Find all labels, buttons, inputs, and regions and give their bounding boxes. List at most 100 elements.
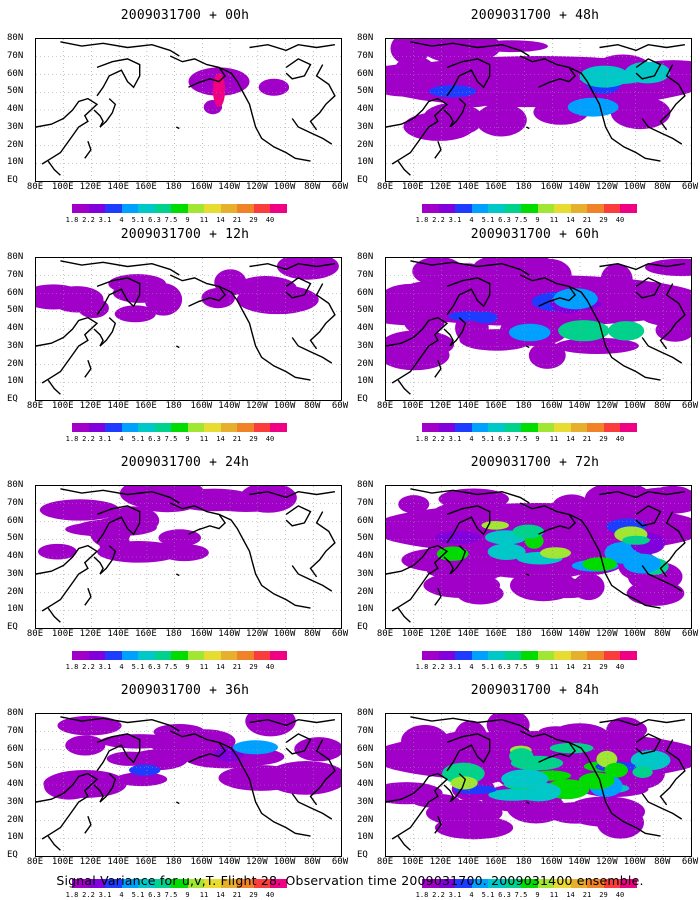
lat-label: EQ	[357, 175, 368, 185]
lat-label: 50N	[357, 305, 374, 316]
coastline	[175, 801, 180, 805]
signal-variance-contour	[37, 543, 77, 560]
lon-label: 80E	[376, 401, 394, 411]
colorbar-swatch	[171, 204, 188, 213]
lat-label: 60N	[357, 68, 374, 79]
colorbar-label: 11	[199, 891, 209, 899]
coastline	[84, 140, 92, 159]
lat-label: 10N	[357, 832, 374, 843]
signal-variance-contour	[623, 553, 661, 574]
colorbar-swatch	[121, 423, 138, 432]
lon-label: 180	[515, 857, 532, 867]
lon-label: 140W	[568, 182, 590, 192]
coastline	[410, 260, 530, 276]
coastline	[285, 505, 312, 527]
coastline	[525, 801, 530, 805]
coastline	[84, 359, 92, 378]
lon-label: 120E	[429, 182, 452, 192]
lon-label: 120E	[429, 857, 452, 867]
colorbar-label: 21	[582, 663, 592, 671]
lon-label: 100E	[401, 857, 424, 867]
colorbar	[72, 204, 287, 213]
signal-variance-contour	[276, 258, 339, 280]
colorbar-swatch	[237, 423, 254, 432]
coastline	[446, 277, 491, 316]
colorbar-swatch	[204, 651, 221, 660]
colorbar-label: 5.1	[481, 891, 495, 899]
colorbar-swatch	[187, 879, 204, 888]
colorbar-swatch	[171, 423, 188, 432]
colorbar-swatch	[587, 879, 604, 888]
colorbar-label: 14	[216, 435, 225, 443]
colorbar-label: 14	[566, 891, 575, 899]
colorbar-swatch	[105, 879, 122, 888]
colorbar-swatch	[438, 879, 455, 888]
colorbar-swatch	[220, 423, 237, 432]
lat-label: 60N	[357, 515, 374, 526]
lat-label: 40N	[7, 779, 24, 789]
coastline	[635, 277, 662, 299]
colorbar-swatch	[138, 879, 155, 888]
coastline	[291, 565, 333, 592]
coastline	[218, 513, 311, 609]
panel-title: 2009031700 + 60h	[470, 227, 600, 242]
colorbar-label: 14	[216, 216, 225, 224]
coastline	[443, 556, 454, 575]
coastline	[397, 835, 411, 851]
signal-variance-contour	[509, 569, 577, 602]
colorbar-swatch	[220, 651, 237, 660]
colorbar-label: 11	[199, 435, 209, 443]
colorbar-swatch	[105, 651, 122, 660]
colorbar-label: 29	[249, 663, 258, 671]
lon-label: 120W	[595, 629, 618, 639]
lon-label: 120W	[595, 857, 618, 867]
colorbar-swatch	[537, 423, 554, 432]
colorbar	[72, 879, 287, 888]
signal-variance-contour	[512, 524, 545, 539]
colorbar-swatch	[471, 204, 488, 213]
colorbar-label: 5.1	[481, 216, 495, 224]
lat-label: EQ	[7, 622, 18, 632]
signal-variance-contour	[239, 486, 297, 513]
colorbar-label: 40	[265, 435, 275, 443]
coastline	[449, 773, 467, 803]
coastline	[309, 511, 336, 578]
colorbar-label: 2.2	[432, 891, 445, 899]
lat-label: 10N	[357, 157, 374, 168]
signal-variance-contour	[509, 748, 534, 764]
map-area	[35, 713, 342, 857]
coastline	[93, 784, 104, 803]
lon-label: 140E	[107, 629, 130, 639]
colorbar-swatch	[253, 651, 270, 660]
signal-variance-contour	[558, 320, 610, 342]
colorbar-swatch	[270, 204, 287, 213]
colorbar-label: 2.2	[82, 663, 95, 671]
colorbar-label: 1.8	[65, 891, 79, 899]
colorbar-label: 4	[469, 435, 474, 443]
colorbar-label: 7.5	[164, 663, 178, 671]
coastline	[641, 337, 683, 364]
colorbar-label: 14	[566, 663, 575, 671]
colorbar-label: 29	[599, 435, 608, 443]
coastline	[397, 160, 411, 176]
colorbar-label: 29	[249, 435, 258, 443]
lon-label: 160E	[485, 629, 507, 639]
colorbar-label: 2.2	[432, 216, 445, 224]
coastline	[99, 773, 117, 803]
colorbar-swatch	[504, 204, 521, 213]
colorbar-swatch	[603, 423, 620, 432]
colorbar-swatch	[488, 204, 505, 213]
coastline	[568, 66, 661, 162]
colorbar-swatch	[204, 423, 221, 432]
colorbar-swatch	[220, 204, 237, 213]
colorbar-swatch	[587, 423, 604, 432]
coastline	[93, 328, 104, 347]
colorbar-swatch	[554, 879, 571, 888]
colorbar-swatch	[237, 879, 254, 888]
coastline	[641, 793, 683, 820]
signal-variance-contour	[567, 97, 619, 117]
coastline	[568, 741, 661, 837]
panel-title: 2009031700 + 24h	[120, 455, 250, 470]
map-area	[385, 713, 692, 857]
lat-label: 20N	[357, 358, 374, 369]
